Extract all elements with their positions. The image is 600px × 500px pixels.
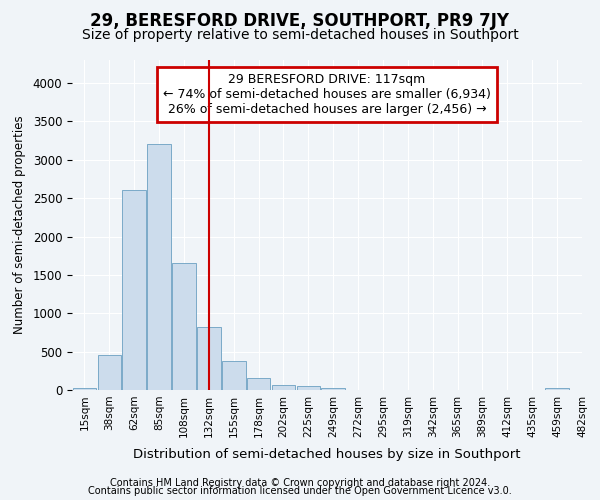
Text: 29, BERESFORD DRIVE, SOUTHPORT, PR9 7JY: 29, BERESFORD DRIVE, SOUTHPORT, PR9 7JY [91,12,509,30]
X-axis label: Distribution of semi-detached houses by size in Southport: Distribution of semi-detached houses by … [133,448,521,461]
Bar [97,354,121,390]
Bar [545,388,569,390]
Bar [147,144,171,390]
Bar [247,378,271,390]
Bar [172,264,196,390]
Bar [222,361,245,390]
Text: 29 BERESFORD DRIVE: 117sqm
← 74% of semi-detached houses are smaller (6,934)
26%: 29 BERESFORD DRIVE: 117sqm ← 74% of semi… [163,73,491,116]
Text: Contains HM Land Registry data © Crown copyright and database right 2024.: Contains HM Land Registry data © Crown c… [110,478,490,488]
Bar [272,384,295,390]
Bar [122,190,146,390]
Bar [322,388,345,390]
Bar [296,386,320,390]
Text: Size of property relative to semi-detached houses in Southport: Size of property relative to semi-detach… [82,28,518,42]
Bar [197,327,221,390]
Text: Contains public sector information licensed under the Open Government Licence v3: Contains public sector information licen… [88,486,512,496]
Y-axis label: Number of semi-detached properties: Number of semi-detached properties [13,116,26,334]
Bar [73,388,96,390]
